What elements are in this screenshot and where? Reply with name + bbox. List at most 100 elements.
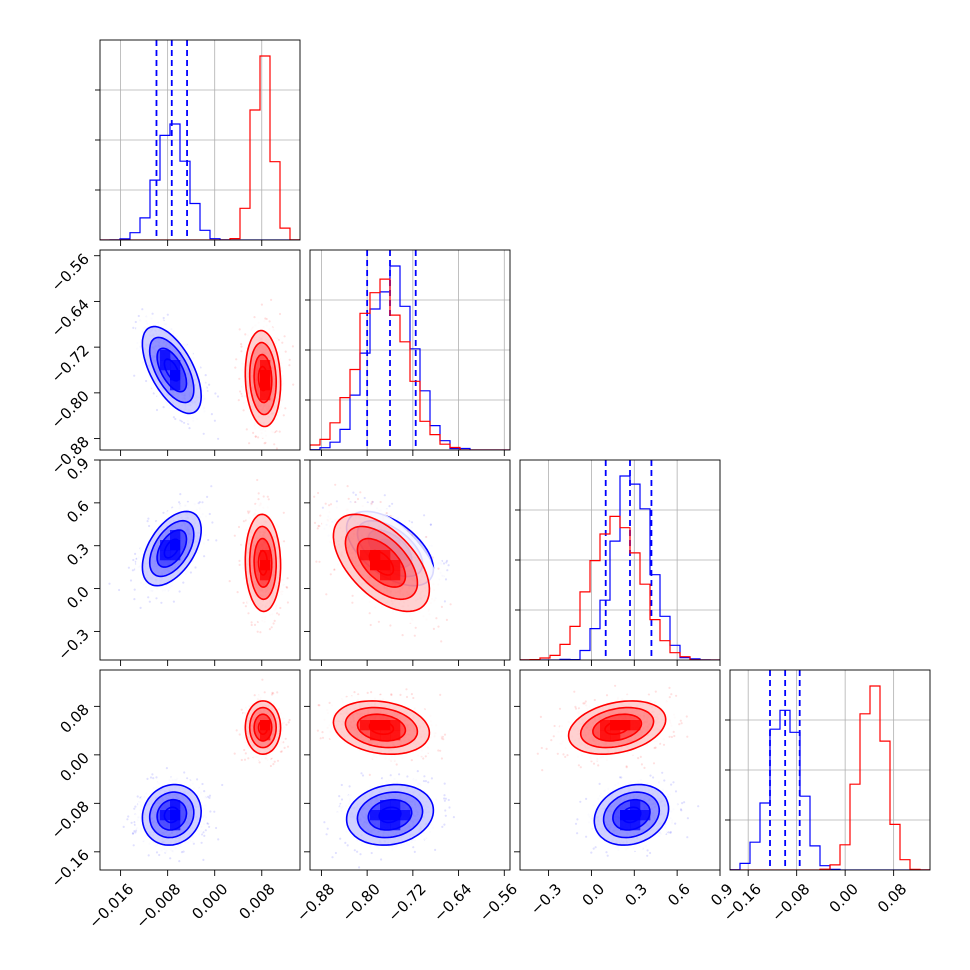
sample-point (155, 597, 158, 600)
density-cell (160, 540, 171, 551)
sample-point (340, 798, 344, 801)
sample-point (152, 777, 155, 780)
sample-point (208, 825, 211, 829)
sample-point (147, 517, 150, 520)
density-cell (170, 370, 181, 381)
sample-point (136, 795, 139, 798)
sample-point (413, 850, 416, 854)
sample-point (434, 848, 437, 852)
sample-point (165, 767, 168, 770)
panel-3-0 (94, 705, 263, 876)
density-blue-3-2 (574, 771, 700, 857)
sample-point (127, 815, 130, 818)
sample-point (139, 606, 142, 610)
sample-point (423, 775, 426, 778)
density-cell (160, 350, 171, 361)
sample-point (183, 771, 186, 774)
sample-point (134, 552, 137, 556)
sample-point (147, 854, 150, 857)
sample-point (444, 809, 447, 812)
sample-point (204, 374, 207, 377)
density-cell (400, 810, 411, 821)
sample-point (108, 582, 111, 585)
sample-point (134, 320, 137, 324)
sample-point (214, 392, 217, 395)
sample-point (441, 825, 444, 829)
sample-point (221, 783, 224, 787)
sample-point (147, 596, 150, 599)
sample-point (196, 778, 199, 781)
sample-point (132, 844, 135, 847)
sample-point (348, 785, 351, 788)
sample-point (201, 501, 204, 504)
sample-point (162, 406, 165, 409)
sample-point (148, 600, 151, 603)
sample-point (141, 308, 144, 311)
sample-point (213, 810, 216, 813)
panel-2-0 (94, 459, 263, 666)
sample-point (359, 853, 362, 856)
sample-point (430, 777, 433, 780)
sample-point (127, 566, 130, 569)
contour-line (163, 538, 180, 559)
sample-point (201, 782, 204, 786)
panel-1-1 (305, 250, 510, 456)
sample-point (202, 432, 205, 435)
sample-point (169, 857, 172, 860)
density-cell (170, 540, 181, 551)
density-cell (170, 380, 181, 391)
sample-point (452, 816, 455, 819)
sample-point (424, 780, 427, 783)
sample-point (442, 562, 446, 565)
sample-point (182, 850, 185, 853)
sample-point (371, 500, 374, 504)
sample-point (447, 564, 450, 567)
sample-point (188, 427, 191, 430)
sample-point (132, 326, 135, 329)
sample-point (340, 783, 343, 787)
sample-point (423, 514, 426, 517)
sample-point (215, 826, 218, 830)
sample-point (151, 773, 154, 776)
sample-point (663, 779, 666, 782)
sample-point (179, 493, 182, 496)
sample-point (326, 827, 329, 830)
contour-line (141, 510, 203, 587)
sample-point (207, 538, 210, 542)
sample-point (361, 774, 365, 777)
sample-point (444, 578, 448, 581)
sample-point (130, 821, 133, 824)
sample-point (363, 496, 366, 500)
sample-point (208, 794, 212, 797)
sample-point (206, 495, 209, 498)
sample-point (122, 825, 125, 829)
sample-point (155, 408, 159, 412)
density-cell (170, 550, 181, 561)
sample-point (321, 506, 324, 509)
contour-line (148, 519, 195, 578)
sample-point (126, 818, 129, 821)
sample-point (360, 772, 363, 775)
sample-point (646, 854, 649, 857)
sample-point (134, 805, 137, 808)
sample-point (178, 860, 181, 863)
panel-2-1 (304, 459, 505, 666)
sample-point (131, 832, 135, 835)
panel-3-2 (514, 705, 721, 876)
sample-point (213, 419, 216, 422)
sample-point (158, 853, 161, 857)
sample-point (151, 312, 154, 315)
sample-point (217, 838, 220, 841)
sample-point (339, 837, 342, 840)
sample-point (302, 520, 304, 522)
sample-point (182, 581, 185, 584)
contour-line (163, 358, 180, 382)
contour-line (148, 336, 195, 404)
sample-point (133, 598, 136, 601)
panel-1-0 (94, 255, 263, 456)
sample-point (334, 851, 337, 855)
sample-point (129, 579, 133, 582)
sample-point (203, 834, 206, 838)
sample-point (134, 831, 137, 834)
